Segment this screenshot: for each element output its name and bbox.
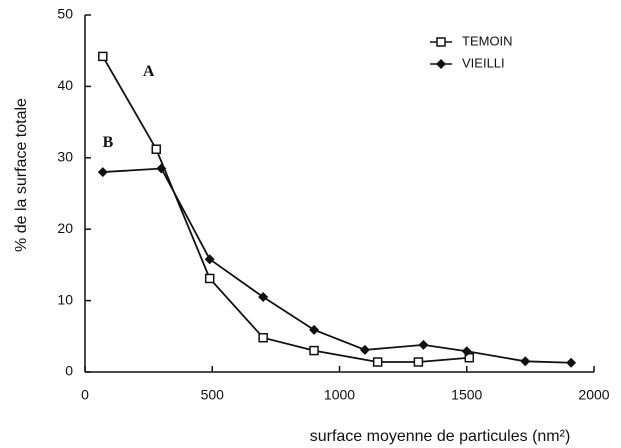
point — [151, 144, 162, 154]
point — [204, 254, 215, 265]
y-tick-label: 20 — [57, 220, 73, 236]
point — [258, 332, 268, 343]
point — [520, 356, 531, 367]
legend-marker — [436, 37, 446, 47]
legend-label: VIEILLI — [462, 55, 505, 70]
point — [98, 51, 108, 62]
point — [566, 357, 577, 368]
point — [359, 344, 370, 355]
point — [309, 324, 320, 335]
y-tick-label: 50 — [57, 6, 73, 22]
point — [372, 357, 383, 367]
point — [418, 339, 429, 350]
y-axis-label: % de la surface totale — [13, 98, 30, 252]
legend-marker — [436, 59, 446, 69]
y-tick-label: 30 — [57, 149, 73, 165]
y-tick-label: 40 — [57, 77, 73, 93]
annotation: A — [143, 63, 155, 80]
point — [156, 163, 167, 174]
point — [97, 167, 108, 178]
point — [204, 273, 215, 284]
series-line — [102, 167, 572, 364]
x-axis-label: surface moyenne de particules (nm²) — [310, 428, 571, 445]
y-tick-label: 10 — [57, 291, 73, 307]
x-tick-label: 500 — [201, 387, 225, 403]
series-line — [102, 55, 470, 363]
x-tick-label: 1000 — [324, 387, 355, 403]
point — [309, 345, 319, 356]
point — [461, 346, 472, 357]
legend-label: TEMOIN — [462, 33, 513, 48]
y-tick-label: 0 — [65, 363, 73, 379]
x-tick-label: 0 — [81, 387, 89, 403]
annotation: B — [103, 134, 114, 151]
x-tick-label: 1500 — [451, 387, 482, 403]
point — [258, 292, 269, 303]
point — [413, 357, 424, 367]
x-tick-label: 2000 — [578, 387, 609, 403]
